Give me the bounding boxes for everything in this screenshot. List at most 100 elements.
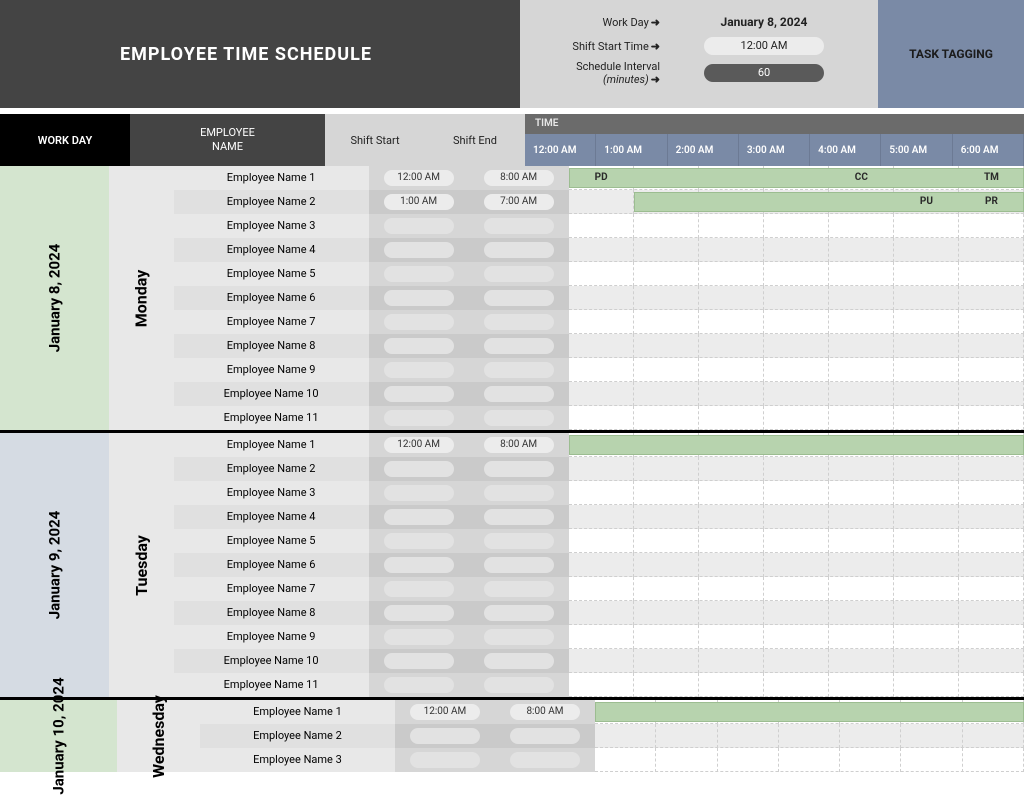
day-block: January 10, 2024WednesdayEmployee Name 1…: [0, 697, 1024, 772]
shift-start-input[interactable]: [369, 406, 469, 430]
shift-start-input[interactable]: [369, 457, 469, 481]
schedule-grid-row[interactable]: [595, 700, 1024, 724]
shift-start-input[interactable]: 12:00 AM: [395, 700, 495, 724]
shift-start-input[interactable]: [369, 358, 469, 382]
shift-end-input[interactable]: [469, 334, 569, 358]
shift-start-input[interactable]: 12:00 AM: [369, 166, 469, 190]
schedule-grid-row[interactable]: [569, 238, 1024, 262]
shift-start-input[interactable]: [369, 334, 469, 358]
shift-end-input[interactable]: 7:00 AM: [469, 190, 569, 214]
schedule-grid-row[interactable]: [569, 673, 1024, 697]
schedule-grid-row[interactable]: [569, 406, 1024, 430]
shift-end-input[interactable]: [469, 286, 569, 310]
schedule-grid-row[interactable]: [569, 358, 1024, 382]
schedule-grid-row[interactable]: [595, 748, 1024, 772]
workday-label: Work Day➜: [534, 16, 664, 29]
schedule-grid-row[interactable]: [569, 334, 1024, 358]
shift-bar[interactable]: [595, 702, 1024, 722]
arrow-right-icon: ➜: [649, 73, 660, 86]
shift-start-input[interactable]: [369, 625, 469, 649]
schedule-grid-row[interactable]: [569, 529, 1024, 553]
schedule-grid-row[interactable]: [569, 310, 1024, 334]
time-column-header: 4:00 AM: [810, 134, 881, 166]
schedule-grid-row[interactable]: [569, 382, 1024, 406]
shift-end-input[interactable]: [469, 238, 569, 262]
shift-start-input[interactable]: [395, 748, 495, 772]
shift-start-input[interactable]: [369, 286, 469, 310]
shift-start-input[interactable]: [369, 529, 469, 553]
employee-name: Employee Name 3: [174, 481, 369, 505]
shift-end-input[interactable]: [469, 358, 569, 382]
task-tag[interactable]: PD: [569, 166, 634, 190]
shift-start-input[interactable]: [369, 238, 469, 262]
interval-value[interactable]: 60: [664, 58, 864, 82]
shift-end-input[interactable]: [469, 577, 569, 601]
shift-start-input[interactable]: [369, 214, 469, 238]
employee-row: Employee Name 3: [174, 214, 1024, 238]
schedule-grid-row[interactable]: [569, 433, 1024, 457]
shift-start-input[interactable]: [369, 577, 469, 601]
employee-row: Employee Name 4: [174, 505, 1024, 529]
schedule-grid-row[interactable]: PUPR: [569, 190, 1024, 214]
shift-start-input[interactable]: [369, 382, 469, 406]
shift-end-input[interactable]: [469, 553, 569, 577]
employee-name: Employee Name 8: [174, 601, 369, 625]
shiftstart-value[interactable]: 12:00 AM: [664, 37, 864, 55]
task-tag[interactable]: TM: [959, 166, 1024, 190]
shift-end-input[interactable]: [469, 673, 569, 697]
shift-end-input[interactable]: [469, 457, 569, 481]
shift-start-input[interactable]: [369, 649, 469, 673]
shift-start-input[interactable]: [369, 505, 469, 529]
task-tag[interactable]: PR: [959, 190, 1024, 214]
shift-start-input[interactable]: [369, 481, 469, 505]
schedule-grid-row[interactable]: [569, 286, 1024, 310]
shift-end-input[interactable]: [469, 505, 569, 529]
shift-end-input[interactable]: [469, 214, 569, 238]
employee-row: Employee Name 7: [174, 577, 1024, 601]
schedule-grid-row[interactable]: [569, 577, 1024, 601]
schedule-grid-row[interactable]: [569, 214, 1024, 238]
shift-end-input[interactable]: [469, 529, 569, 553]
shift-end-input[interactable]: [469, 406, 569, 430]
shift-start-input[interactable]: [369, 673, 469, 697]
shift-start-input[interactable]: [395, 724, 495, 748]
shift-end-input[interactable]: [495, 748, 595, 772]
shift-end-input[interactable]: 8:00 AM: [469, 166, 569, 190]
shift-end-input[interactable]: [469, 625, 569, 649]
shift-end-input[interactable]: [469, 262, 569, 286]
shift-end-input[interactable]: [469, 382, 569, 406]
shift-start-input[interactable]: 1:00 AM: [369, 190, 469, 214]
schedule-grid-row[interactable]: [569, 505, 1024, 529]
employee-name: Employee Name 8: [174, 334, 369, 358]
time-column-header: 12:00 AM: [525, 134, 596, 166]
shift-bar[interactable]: [569, 435, 1024, 455]
shift-end-input[interactable]: 8:00 AM: [469, 433, 569, 457]
shift-end-input[interactable]: [469, 481, 569, 505]
schedule-grid-row[interactable]: [595, 724, 1024, 748]
schedule-grid-row[interactable]: PD CC TM: [569, 166, 1024, 190]
schedule-grid-row[interactable]: [569, 481, 1024, 505]
schedule-grid-row[interactable]: [569, 649, 1024, 673]
shift-end-input[interactable]: [469, 601, 569, 625]
schedule-grid-row[interactable]: [569, 262, 1024, 286]
time-column-header: 6:00 AM: [953, 134, 1024, 166]
schedule-grid-row[interactable]: [569, 601, 1024, 625]
schedule-grid-row[interactable]: [569, 553, 1024, 577]
task-tag[interactable]: PU: [894, 190, 959, 214]
schedule-grid-row[interactable]: [569, 457, 1024, 481]
shift-start-input[interactable]: [369, 262, 469, 286]
shift-end-input[interactable]: [469, 649, 569, 673]
shift-start-input[interactable]: [369, 601, 469, 625]
shift-start-input[interactable]: [369, 553, 469, 577]
shift-end-input[interactable]: 8:00 AM: [495, 700, 595, 724]
employee-name: Employee Name 10: [174, 649, 369, 673]
workday-value[interactable]: January 8, 2024: [664, 15, 864, 29]
shift-end-input[interactable]: [495, 724, 595, 748]
shift-start-input[interactable]: [369, 310, 469, 334]
shift-bar[interactable]: [569, 168, 1024, 188]
schedule-grid-row[interactable]: [569, 625, 1024, 649]
shift-end-input[interactable]: [469, 310, 569, 334]
task-tag[interactable]: CC: [829, 166, 894, 190]
shift-start-input[interactable]: 12:00 AM: [369, 433, 469, 457]
task-tagging-button[interactable]: TASK TAGGING: [878, 0, 1024, 108]
